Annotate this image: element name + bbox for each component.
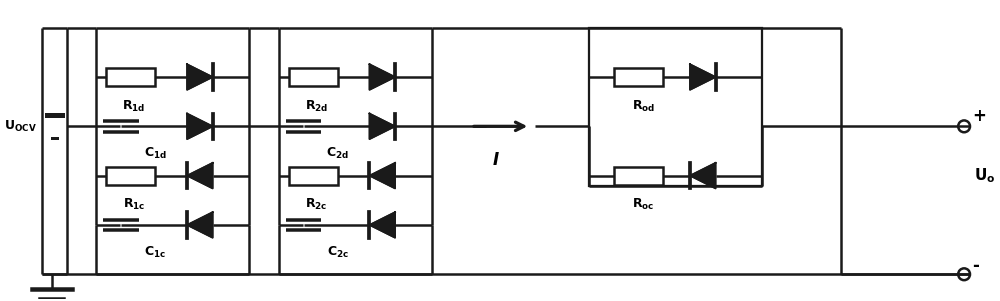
Bar <box>106 167 155 185</box>
Polygon shape <box>187 212 213 238</box>
Polygon shape <box>369 212 395 238</box>
Bar <box>614 167 663 185</box>
Text: $\mathbf{R_{oc}}$: $\mathbf{R_{oc}}$ <box>632 197 655 213</box>
Polygon shape <box>690 163 716 188</box>
Polygon shape <box>690 64 716 90</box>
Text: $\mathbf{C_{2c}}$: $\mathbf{C_{2c}}$ <box>327 245 349 260</box>
Bar <box>289 167 338 185</box>
Text: $\mathbf{U_o}$: $\mathbf{U_o}$ <box>974 166 995 185</box>
Polygon shape <box>369 113 395 139</box>
Text: +: + <box>972 107 986 126</box>
Text: $\mathbf{R_{1c}}$: $\mathbf{R_{1c}}$ <box>123 197 145 213</box>
Text: $\mathbf{R_{2d}}$: $\mathbf{R_{2d}}$ <box>305 99 328 114</box>
Polygon shape <box>369 163 395 188</box>
Text: $\mathbf{C_{1c}}$: $\mathbf{C_{1c}}$ <box>144 245 166 260</box>
Polygon shape <box>187 64 213 90</box>
Text: $\mathbf{R_{1d}}$: $\mathbf{R_{1d}}$ <box>122 99 145 114</box>
Polygon shape <box>369 64 395 90</box>
Bar <box>614 68 663 86</box>
Text: $\mathbf{C_{2d}}$: $\mathbf{C_{2d}}$ <box>326 146 349 161</box>
Bar <box>589 28 762 185</box>
Text: $\mathbf{C_{1d}}$: $\mathbf{C_{1d}}$ <box>144 146 167 161</box>
Text: $\mathbf{R_{od}}$: $\mathbf{R_{od}}$ <box>632 99 655 114</box>
Bar <box>106 68 155 86</box>
Polygon shape <box>187 163 213 188</box>
Text: -: - <box>972 257 979 275</box>
Text: $\mathbf{U_{OCV}}$: $\mathbf{U_{OCV}}$ <box>4 119 37 134</box>
Bar <box>289 68 338 86</box>
Text: $\mathbf{R_{2c}}$: $\mathbf{R_{2c}}$ <box>305 197 327 213</box>
Polygon shape <box>187 113 213 139</box>
Text: $\bfit{I}$: $\bfit{I}$ <box>492 151 500 169</box>
